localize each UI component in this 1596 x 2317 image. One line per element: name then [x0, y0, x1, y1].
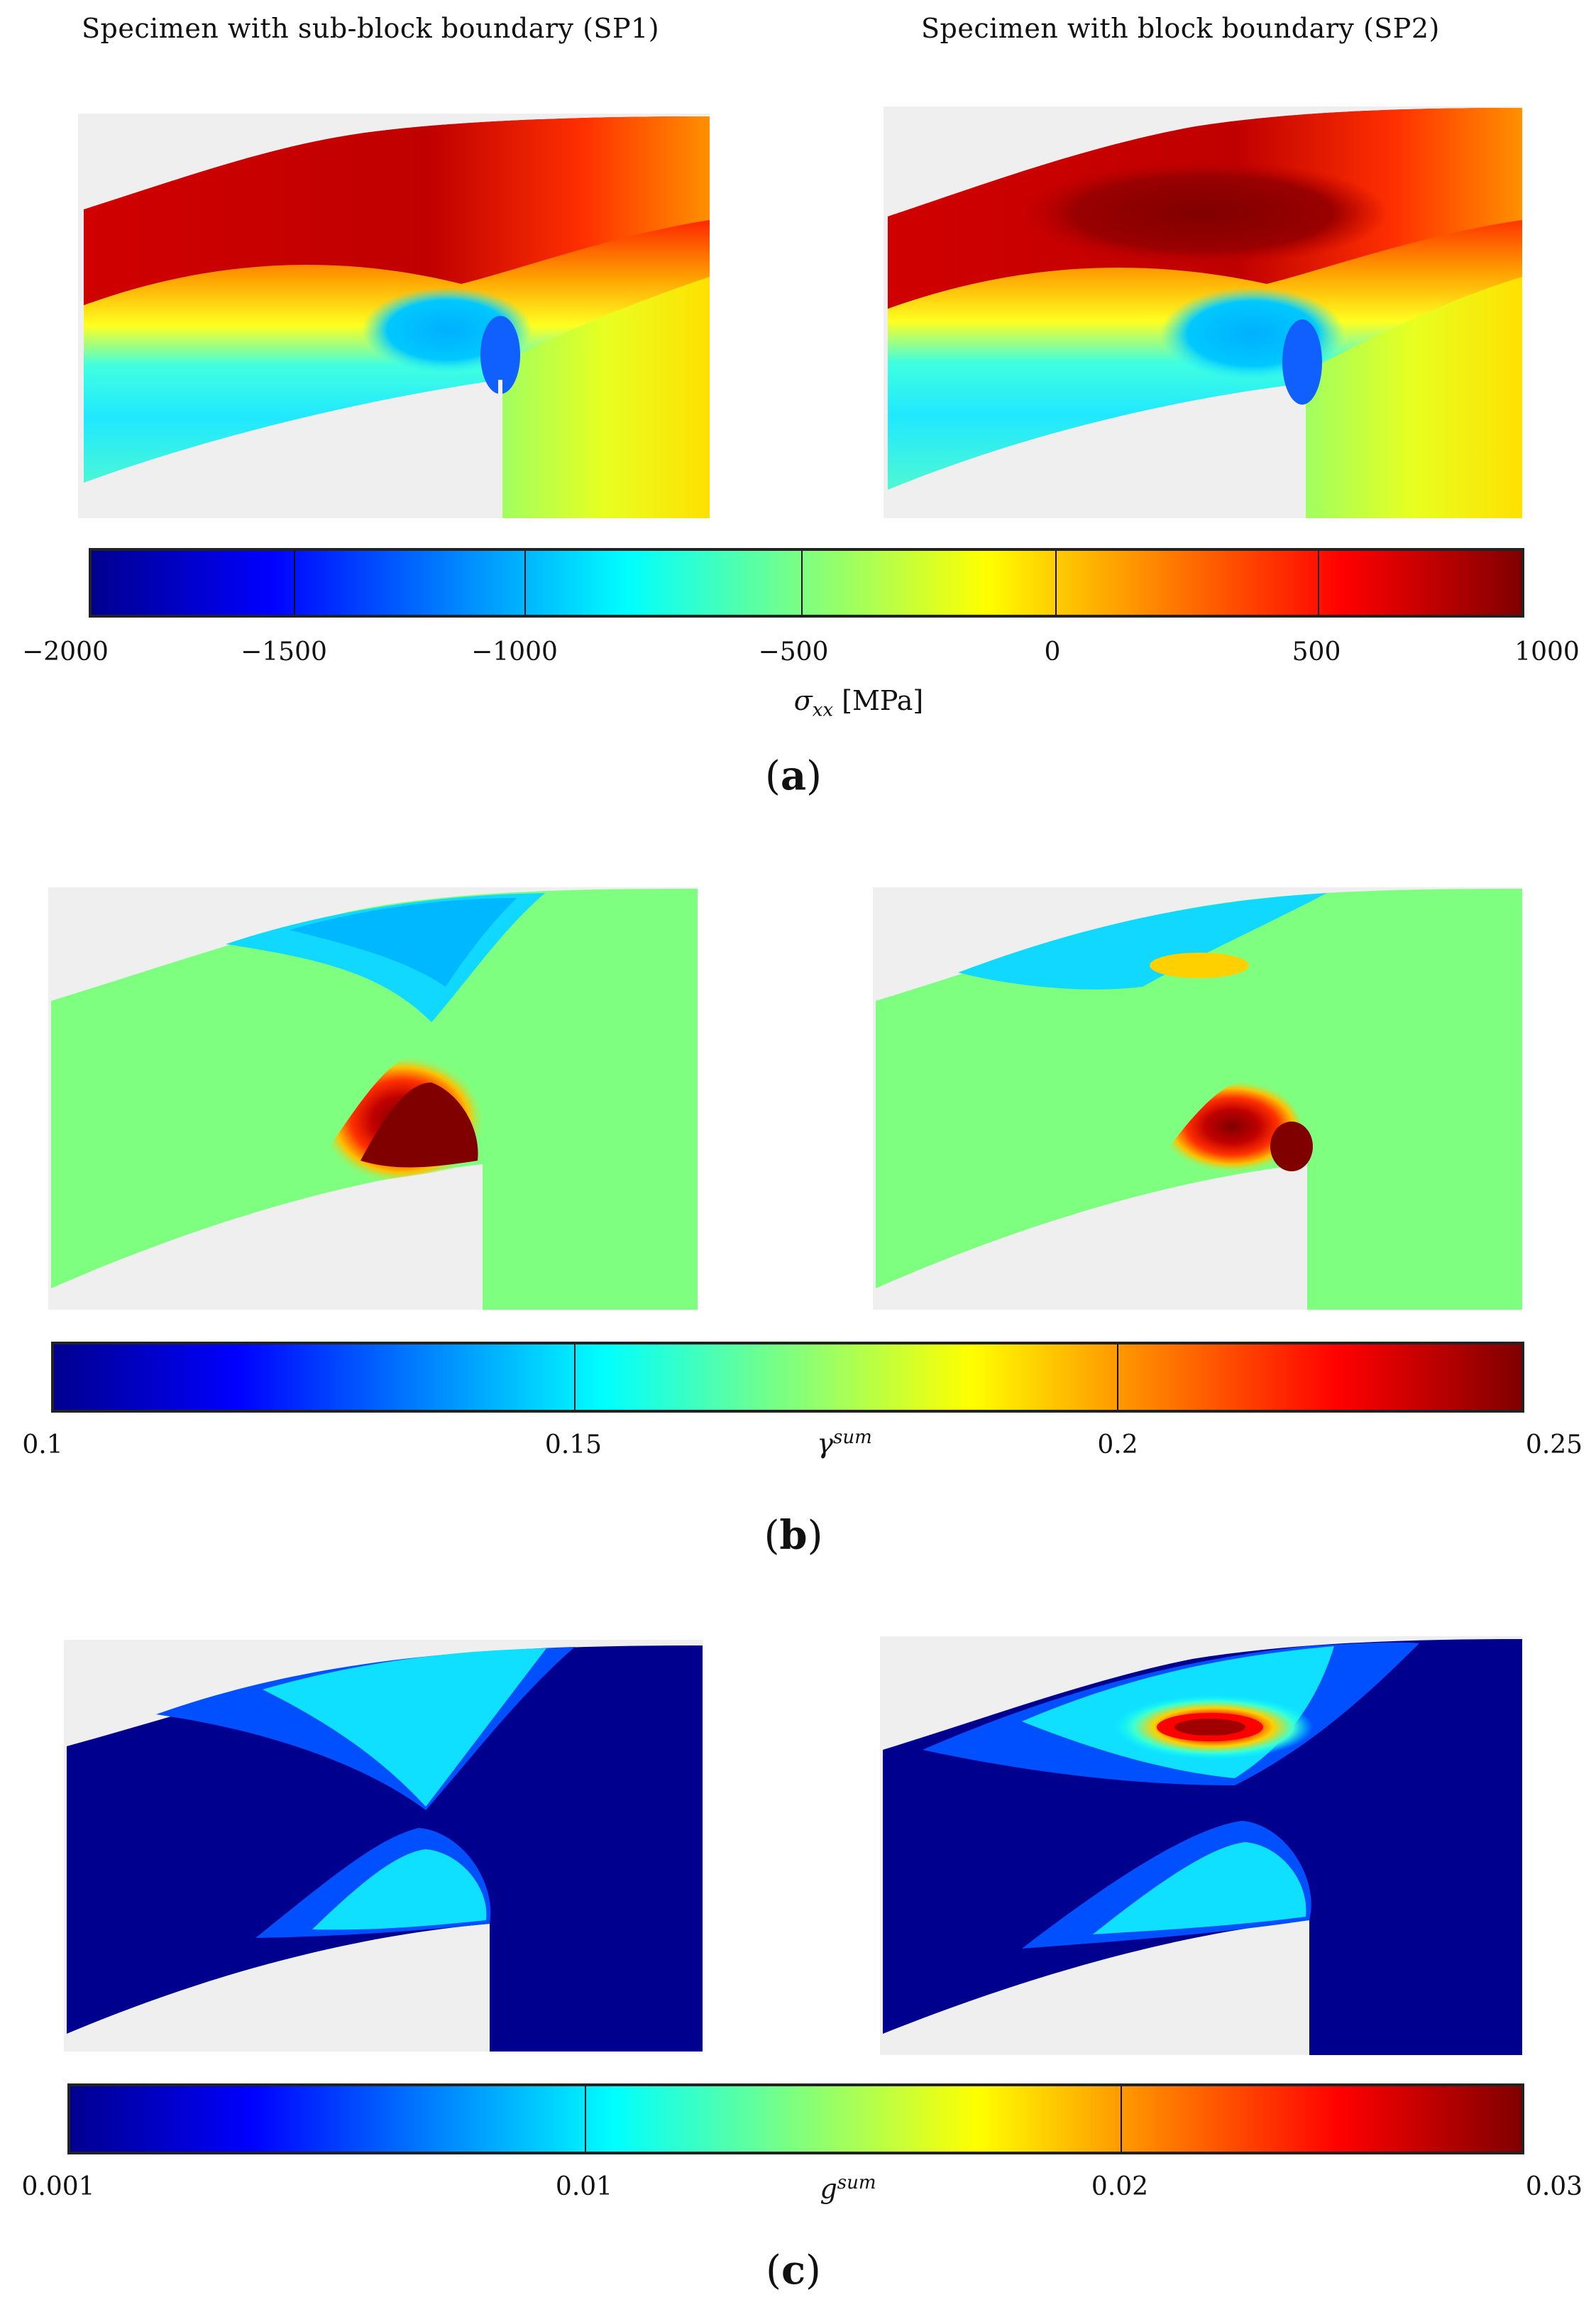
colorbar-b-tick-label: 0.1 [22, 1430, 63, 1459]
colorbar-b-label: γsum [817, 1427, 872, 1459]
colorbar-b-tick-label: 0.2 [1097, 1430, 1138, 1459]
colorbar-a [89, 548, 1524, 618]
colorbar-a-label: σxx [MPa] [793, 685, 924, 721]
panel-b-sp1-contour [48, 887, 698, 1310]
colorbar-b [51, 1342, 1524, 1413]
panel-b-label: (b) [764, 1512, 823, 1559]
header-sp2: Specimen with block boundary (SP2) [921, 13, 1440, 44]
colorbar-c-tick-label: 0.02 [1091, 2172, 1149, 2201]
colorbar-a-tick-label: 500 [1292, 637, 1341, 667]
colorbar-a-tick-label: −1000 [471, 637, 558, 667]
colorbar-a-tick [1318, 551, 1319, 615]
colorbar-a-tick [524, 551, 526, 615]
colorbar-c [67, 2083, 1524, 2154]
colorbar-b-tick-label: 0.25 [1525, 1430, 1583, 1459]
colorbar-a-tick-label: −1500 [241, 637, 327, 667]
colorbar-a-tick [801, 551, 803, 615]
colorbar-c-tick-label: 0.03 [1525, 2172, 1583, 2201]
colorbar-b-tick [574, 1344, 576, 1410]
colorbar-a-tick-label: −2000 [22, 637, 109, 667]
colorbar-c-tick [585, 2086, 586, 2152]
colorbar-a-tick-label: −500 [758, 637, 829, 667]
panel-c-sp2-contour [880, 1636, 1522, 2055]
panel-b-sp2-contour [873, 887, 1522, 1310]
header-sp1: Specimen with sub-block boundary (SP1) [82, 13, 660, 44]
colorbar-a-tick [1055, 551, 1057, 615]
colorbar-c-tick-label: 0.01 [555, 2172, 613, 2201]
panel-a-sp2-contour [884, 106, 1522, 518]
colorbar-a-tick-label: 0 [1044, 637, 1061, 667]
panel-c-sp1-contour [64, 1640, 703, 2052]
colorbar-c-tick [1121, 2086, 1122, 2152]
panel-a-label: (a) [764, 752, 822, 799]
colorbar-c-label: gsum [820, 2172, 876, 2205]
panel-c-label: (c) [766, 2247, 821, 2294]
panel-a-sp1-contour [78, 114, 710, 518]
colorbar-a-tick [294, 551, 295, 615]
colorbar-b-tick [1117, 1344, 1118, 1410]
colorbar-b-tick-label: 0.15 [544, 1430, 602, 1459]
colorbar-c-tick-label: 0.001 [21, 2172, 95, 2201]
colorbar-a-tick-label: 1000 [1514, 637, 1580, 667]
